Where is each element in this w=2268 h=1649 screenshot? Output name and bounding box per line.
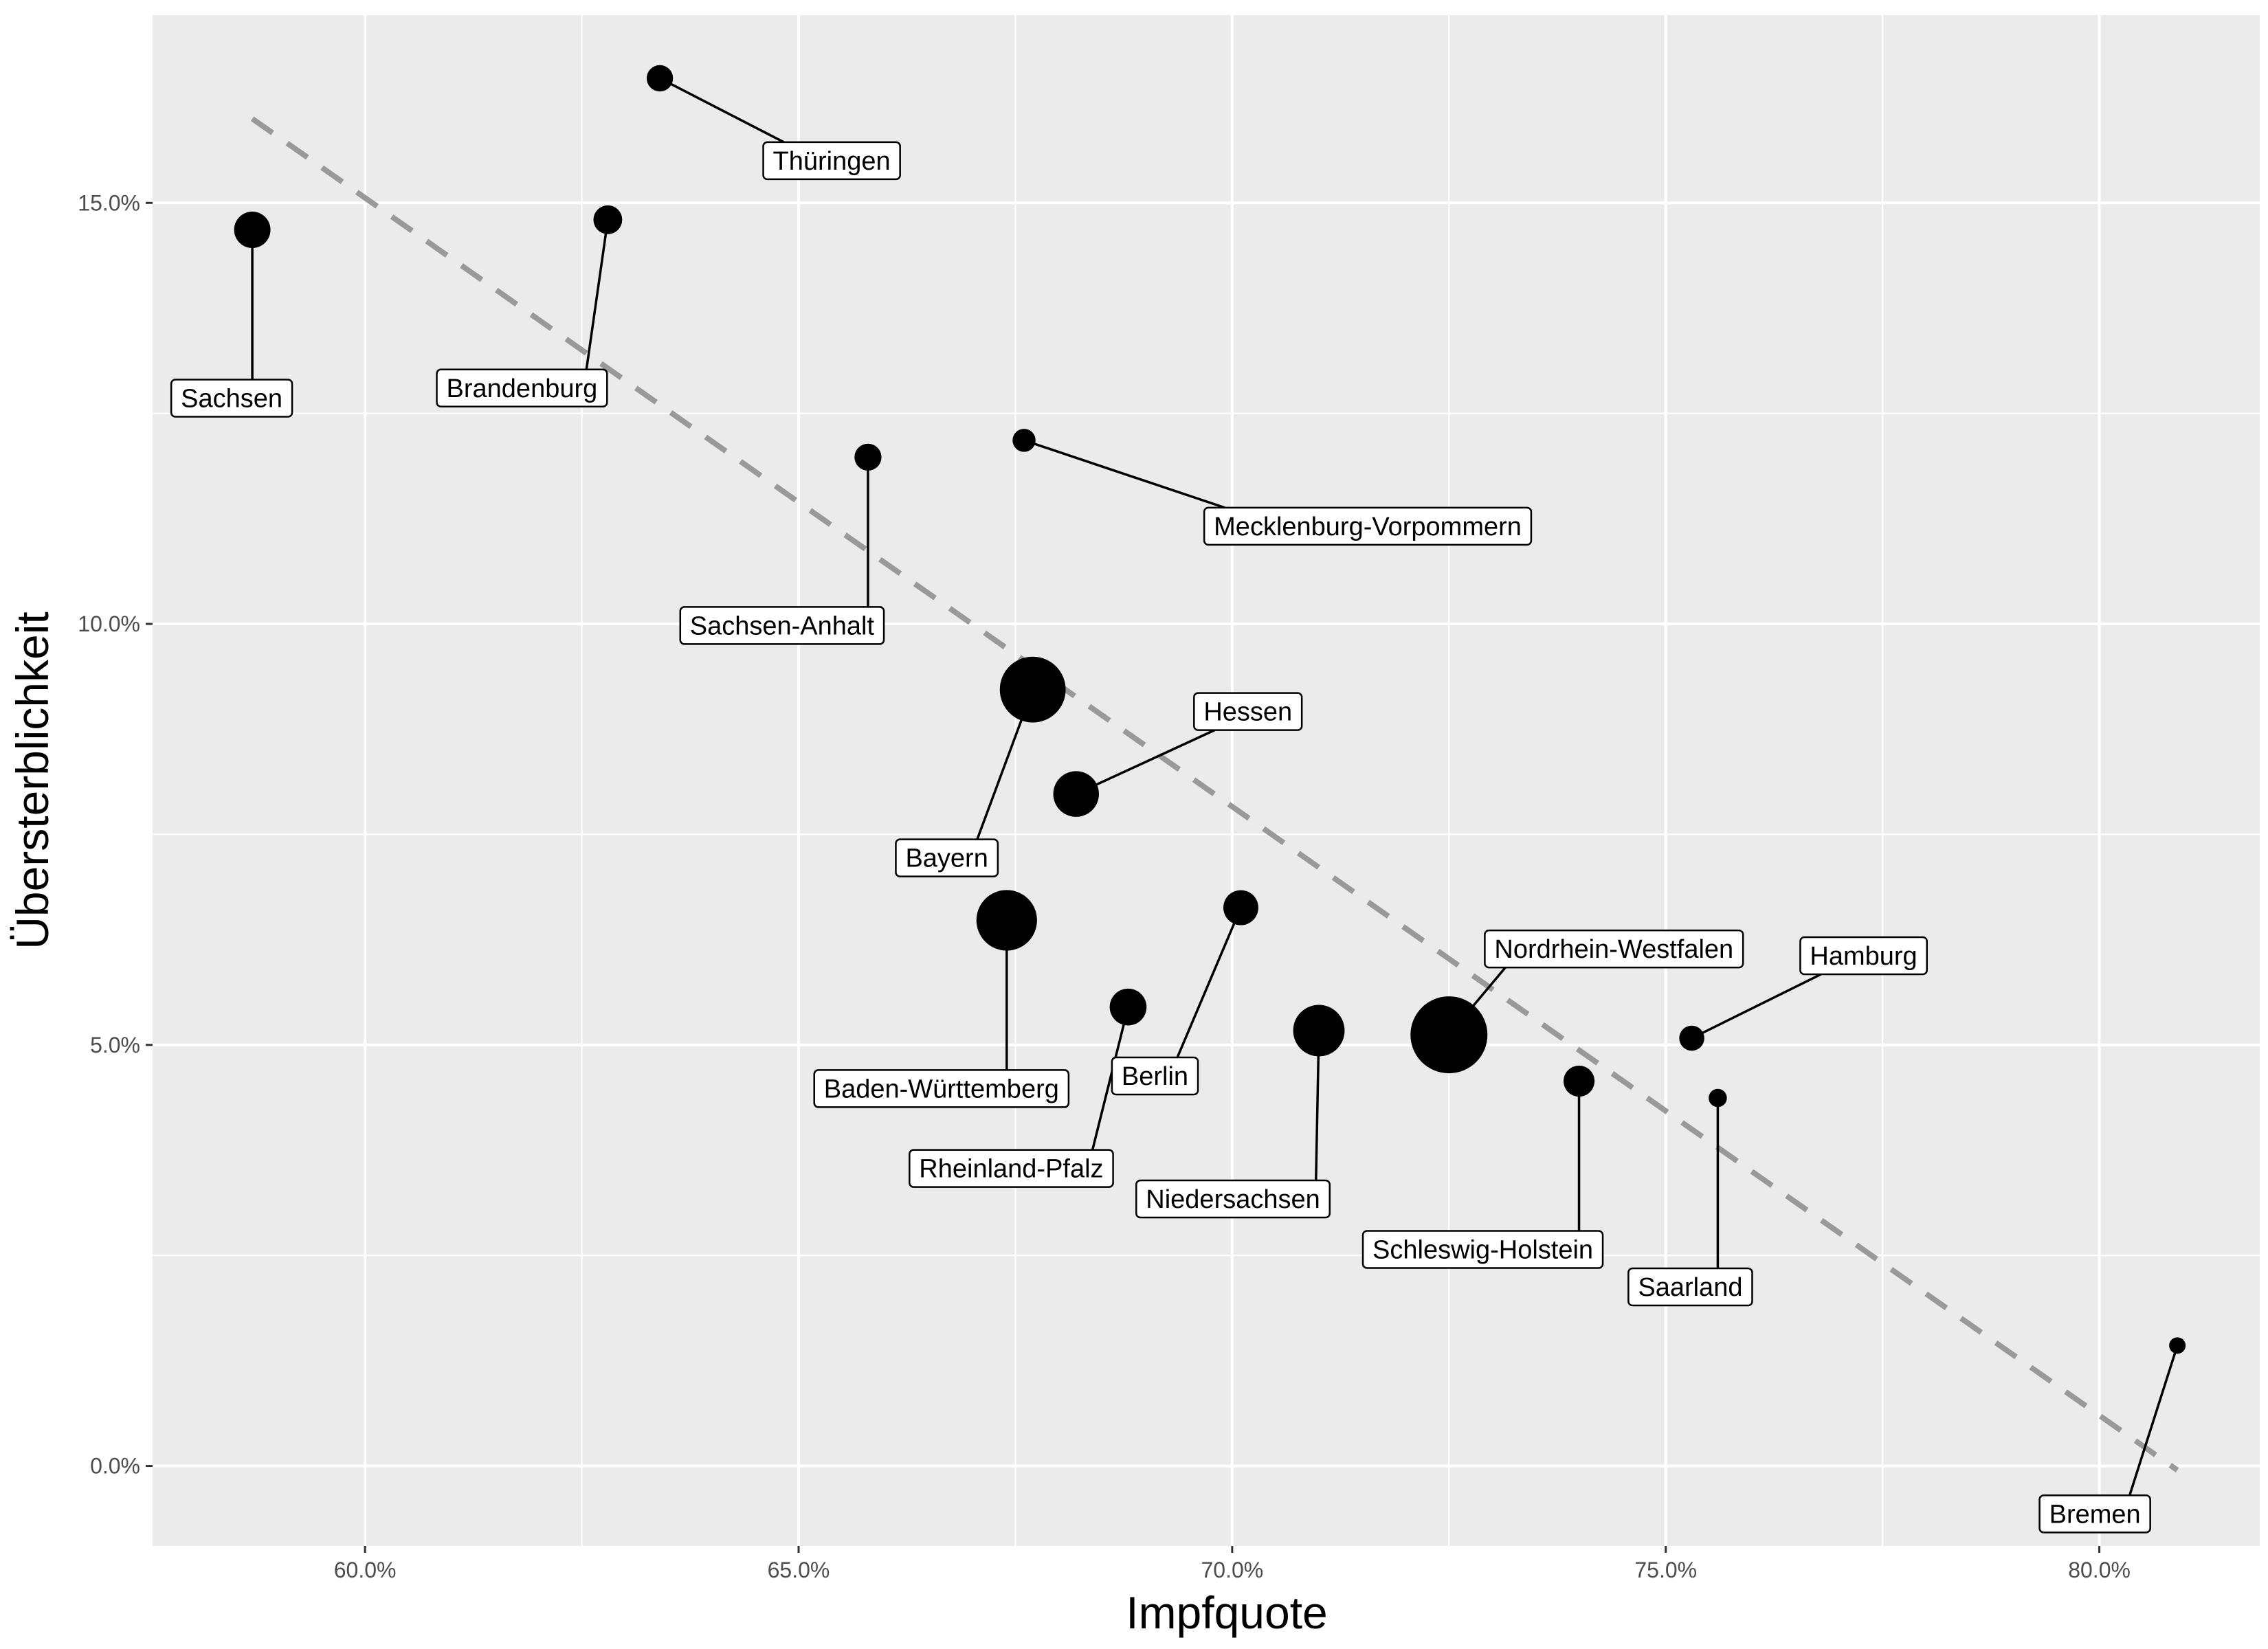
point-label: Niedersachsen: [1146, 1185, 1320, 1214]
label-box-frame: [1484, 929, 1744, 969]
label-box-frame: [1799, 936, 1928, 976]
label-box-frame: [2038, 1494, 2151, 1534]
point-label-box: Nordrhein-Westfalen: [1484, 929, 1744, 969]
point-label: Bremen: [2049, 1500, 2141, 1529]
data-point: [1564, 1065, 1595, 1097]
point-label: Brandenburg: [447, 374, 598, 403]
point-label: Mecklenburg-Vorpommern: [1214, 513, 1522, 541]
trend-line-group: [250, 116, 2179, 1472]
label-box-frame: [1203, 506, 1533, 546]
data-point: [1709, 1088, 1727, 1108]
point-label: Rheinland-Pfalz: [919, 1155, 1103, 1184]
point-label-box: Mecklenburg-Vorpommern: [1203, 506, 1533, 546]
point-label-box: Rheinland-Pfalz: [909, 1149, 1114, 1188]
data-point: [646, 65, 674, 92]
y-tick-label: 0.0%: [90, 1454, 140, 1479]
label-box-frame: [1193, 692, 1303, 731]
point-label: Hessen: [1203, 698, 1292, 727]
x-tick-label: 75.0%: [1634, 1558, 1697, 1582]
data-point: [1012, 429, 1036, 452]
label-box-frame: [895, 838, 999, 877]
point-label-box: Bayern: [895, 838, 999, 877]
major-gridlines: [153, 15, 2260, 1546]
label-connectors: [251, 77, 2179, 1496]
point-label-box: Saarland: [1627, 1267, 1753, 1307]
data-point: [976, 890, 1037, 951]
label-box-frame: [1627, 1267, 1753, 1307]
y-tick-label: 5.0%: [90, 1033, 140, 1057]
label-box-frame: [679, 606, 885, 645]
point-label: Thüringen: [773, 147, 891, 176]
point-label-box: Schleswig-Holstein: [1361, 1230, 1604, 1269]
data-point: [1053, 771, 1099, 817]
label-box-frame: [1111, 1056, 1199, 1096]
point-label-box: Niedersachsen: [1135, 1179, 1331, 1219]
point-label: Sachsen: [181, 385, 282, 414]
data-point: [999, 656, 1066, 723]
point-labels: Sachsen Thüringen Brandenburg Sachsen-Anhal…: [170, 141, 2151, 1534]
x-tick-label: 80.0%: [2068, 1558, 2131, 1582]
point-label: Hamburg: [1810, 942, 1917, 971]
data-point: [1293, 1005, 1345, 1057]
label-connector: [1076, 729, 1216, 796]
point-label-box: Hamburg: [1799, 936, 1928, 976]
data-point: [854, 443, 882, 471]
x-tick-label: 70.0%: [1201, 1558, 1263, 1582]
label-connector: [1091, 1007, 1130, 1151]
point-label: Saarland: [1638, 1273, 1742, 1302]
point-label-box: Brandenburg: [436, 368, 608, 408]
point-label: Bayern: [905, 844, 988, 873]
label-box-frame: [170, 379, 293, 418]
label-connector: [659, 77, 785, 144]
data-point: [1679, 1025, 1704, 1051]
label-box-frame: [762, 141, 901, 181]
x-axis-title: Impfquote: [1126, 1587, 1328, 1638]
y-tick-label: 10.0%: [78, 612, 140, 636]
x-tick-label: 60.0%: [334, 1558, 397, 1582]
data-point: [234, 212, 271, 248]
axis-ticks: 60.0% 65.0% 70.0% 75.0% 80.0% 0.0% 5.0% 10.0% 15…: [78, 190, 2131, 1582]
data-point: [1410, 996, 1488, 1074]
label-box-frame: [1361, 1230, 1604, 1269]
plot-panel: [153, 15, 2260, 1546]
label-connector: [2128, 1345, 2179, 1496]
point-label: Berlin: [1122, 1062, 1188, 1091]
point-label-box: Thüringen: [762, 141, 901, 181]
label-box-frame: [813, 1069, 1070, 1108]
minor-gridlines: [153, 15, 2260, 1546]
label-connector: [1691, 973, 1822, 1040]
point-label-box: Berlin: [1111, 1056, 1199, 1096]
label-connector: [1176, 907, 1243, 1058]
point-label: Schleswig-Holstein: [1372, 1236, 1593, 1265]
y-axis-title: Übersterblichkeit: [7, 612, 58, 950]
label-box-frame: [436, 368, 608, 408]
data-points: [234, 65, 2186, 1354]
x-tick-label: 65.0%: [768, 1558, 830, 1582]
trend-line: [250, 116, 2179, 1472]
data-point: [1109, 988, 1147, 1026]
data-point: [2169, 1337, 2186, 1354]
point-label: Baden-Württemberg: [824, 1075, 1059, 1103]
point-label-box: Baden-Württemberg: [813, 1069, 1070, 1108]
data-point: [1223, 890, 1258, 926]
point-label: Nordrhein-Westfalen: [1494, 935, 1733, 964]
point-label-box: Sachsen: [170, 379, 293, 418]
label-box-frame: [909, 1149, 1114, 1188]
label-connector: [585, 219, 610, 370]
label-connector: [1023, 439, 1225, 509]
point-label-box: Bremen: [2038, 1494, 2151, 1534]
label-box-frame: [1135, 1179, 1331, 1219]
point-label-box: Sachsen-Anhalt: [679, 606, 885, 645]
data-point: [593, 205, 623, 234]
point-label: Sachsen-Anhalt: [690, 612, 875, 640]
y-tick-label: 15.0%: [78, 190, 140, 215]
point-label-box: Hessen: [1193, 692, 1303, 731]
